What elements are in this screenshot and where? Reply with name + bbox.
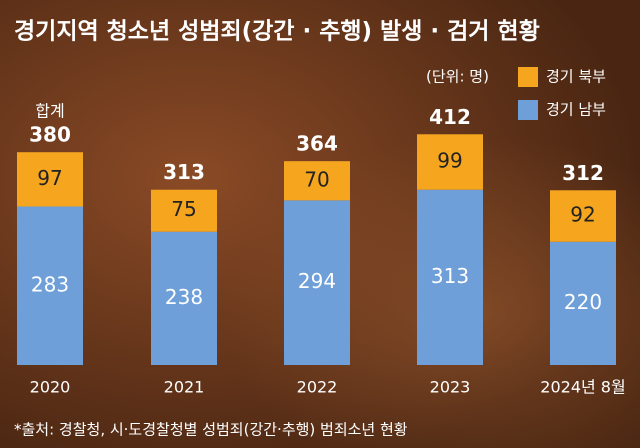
x-tick-label: 2021 (164, 378, 205, 397)
segment-label: 283 (31, 272, 69, 296)
total-label: 364 (296, 132, 338, 156)
segment-label: 238 (165, 285, 203, 309)
legend-swatch (518, 67, 538, 87)
x-tick-label: 2023 (430, 378, 471, 397)
bar-segment (284, 161, 350, 201)
bar-segment (417, 189, 483, 365)
legend-label: 경기 북부 (546, 68, 606, 86)
legend-swatch (518, 100, 538, 120)
unit-note: (단위: 명) (426, 68, 489, 86)
segment-label: 70 (304, 167, 329, 191)
bar-segment (17, 152, 83, 207)
bar-segment (17, 206, 83, 365)
bar-segment (284, 200, 350, 365)
x-tick-label: 2024년 8월 (540, 378, 625, 397)
bar-segment (151, 231, 217, 365)
segment-label: 75 (171, 197, 196, 221)
segment-label: 99 (437, 149, 462, 173)
segment-label: 220 (564, 290, 602, 314)
segment-label: 97 (37, 166, 62, 190)
legend-label: 경기 남부 (546, 101, 606, 119)
total-label: 412 (429, 105, 471, 129)
bar-segment (550, 241, 616, 365)
source-note: *출처: 경찰청, 시·도경찰청별 성범죄(강간·추행) 범죄소년 현황 (14, 421, 408, 439)
bar-segment (417, 134, 483, 190)
bar-segment (550, 190, 616, 242)
segment-label: 294 (298, 269, 336, 293)
chart-title: 경기지역 청소년 성범죄(강간 · 추행) 발생 · 검거 현황 (14, 19, 540, 45)
bar-segment (151, 189, 217, 232)
x-tick-label: 2022 (297, 378, 338, 397)
segment-label: 92 (570, 203, 595, 227)
segment-label: 313 (431, 264, 469, 288)
total-label: 380 (29, 123, 71, 147)
total-label: 313 (163, 160, 205, 184)
total-caption: 합계 (35, 102, 64, 121)
total-label: 312 (562, 161, 604, 185)
x-tick-label: 2020 (30, 378, 71, 397)
